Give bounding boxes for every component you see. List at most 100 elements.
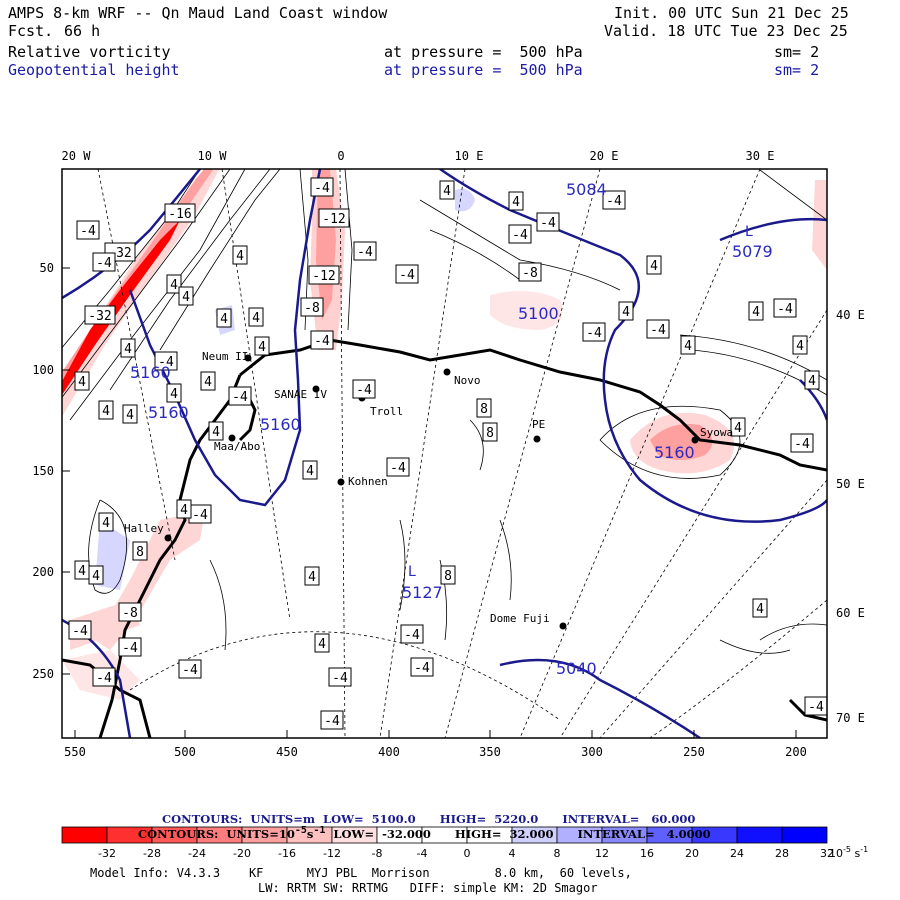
svg-text:-4: -4 — [314, 334, 330, 349]
vort-contour-low: LOW= -32.000 — [325, 826, 431, 841]
vorticity-label: -12 — [308, 265, 340, 285]
vorticity-label: -4 — [92, 667, 116, 687]
vort-contour-info: CONTOURS: UNITS=10 — [138, 826, 295, 841]
vorticity-label: 4 — [98, 512, 114, 532]
svg-text:4: 4 — [622, 305, 630, 320]
vorticity-label: 4 — [176, 499, 192, 519]
svg-text:-4: -4 — [182, 663, 198, 678]
lat-label: 70 E — [836, 711, 865, 725]
vorticity-label: -4 — [773, 298, 797, 318]
svg-text:-16: -16 — [168, 207, 191, 222]
vorticity-label: -4 — [154, 351, 178, 371]
vorticity-label: 4 — [248, 307, 264, 327]
colorbar-tick: -32 — [98, 847, 116, 860]
vorticity-label: -4 — [188, 504, 212, 524]
vorticity-label: -4 — [536, 212, 560, 232]
svg-text:-4: -4 — [390, 461, 406, 476]
svg-text:-4: -4 — [512, 228, 528, 243]
vorticity-label: -4 — [310, 330, 334, 350]
low-markers: LL — [408, 224, 753, 580]
svg-text:8: 8 — [480, 402, 488, 417]
vorticity-label: -16 — [164, 203, 196, 223]
vorticity-label: -4 — [790, 433, 814, 453]
svg-text:4: 4 — [182, 290, 190, 305]
y-tick: 50 — [40, 261, 54, 275]
svg-text:-4: -4 — [314, 181, 330, 196]
low-marker: L — [745, 224, 753, 240]
height-label: 5160 — [260, 415, 301, 434]
svg-text:4: 4 — [124, 342, 132, 357]
colorbar-tick: -4 — [417, 847, 428, 860]
height-label: 5079 — [732, 242, 773, 261]
forecast-hour: 66 h — [64, 22, 101, 40]
svg-text:-4: -4 — [399, 268, 415, 283]
svg-text:4: 4 — [308, 570, 316, 585]
svg-text:4: 4 — [78, 564, 86, 579]
svg-text:8: 8 — [136, 545, 144, 560]
svg-text:4: 4 — [756, 602, 764, 617]
vorticity-label: 4 — [166, 274, 182, 294]
svg-text:-4: -4 — [96, 256, 112, 271]
vorticity-label: 8 — [476, 398, 492, 418]
vorticity-label: 4 — [646, 255, 662, 275]
vorticity-label: 4 — [166, 383, 182, 403]
colorbar-tick: 4 — [509, 847, 516, 860]
vorticity-label: -32 — [84, 305, 116, 325]
colorbar-swatch — [781, 826, 828, 844]
svg-text:-12: -12 — [322, 212, 345, 227]
vorticity-label: 4 — [254, 336, 270, 356]
svg-text:4: 4 — [252, 311, 260, 326]
svg-text:8: 8 — [444, 569, 452, 584]
valid-time: Valid. 18 UTC Tue 23 Dec 25 — [604, 22, 848, 40]
y-tick: 150 — [32, 464, 54, 478]
colorbar: -32 -28 -24 -20 -16 -12 -8 -4 0 4 8 12 16 20 24 28 3210-… — [61, 826, 868, 860]
svg-text:4: 4 — [170, 387, 178, 402]
vorticity-label: -4 — [353, 241, 377, 261]
colorbar-tick: 24 — [730, 847, 744, 860]
vort-unit-exp2: -1 — [313, 825, 326, 836]
svg-text:-4: -4 — [606, 194, 622, 209]
field1-level: at pressure = 500 hPa — [384, 43, 583, 61]
svg-text:-32: -32 — [88, 309, 111, 324]
y-tick: 250 — [32, 667, 54, 681]
vorticity-label: 4 — [232, 245, 248, 265]
y-tick: 100 — [32, 363, 54, 377]
svg-text:-4: -4 — [808, 700, 824, 715]
height-label: 5100 — [518, 304, 559, 323]
forecast-label: Fcst. — [8, 22, 54, 40]
field1-smoothing: sm= 2 — [774, 43, 820, 61]
height-label: 5160 — [130, 363, 171, 382]
colorbar-tick: 28 — [775, 847, 789, 860]
svg-text:4: 4 — [126, 408, 134, 423]
vorticity-label: 4 — [216, 308, 232, 328]
graticule — [97, 169, 827, 738]
vorticity-label: 4 — [748, 301, 764, 321]
svg-text:4: 4 — [512, 195, 520, 210]
field2-name: Geopotential height — [8, 61, 180, 79]
vorticity-label: -4 — [646, 319, 670, 339]
station-label: Dome Fuji — [490, 612, 550, 625]
vorticity-label: -4 — [508, 224, 532, 244]
vorticity-label: 4 — [804, 370, 820, 390]
svg-text:-4: -4 — [72, 624, 88, 639]
svg-text:4: 4 — [78, 375, 86, 390]
vorticity-label: 4 — [792, 335, 808, 355]
svg-text:-4: -4 — [404, 628, 420, 643]
height-label: 5160 — [148, 403, 189, 422]
vorticity-label: 8 — [440, 565, 456, 585]
vorticity-label: 4 — [98, 400, 114, 420]
station-label: SANAE IV — [274, 388, 327, 401]
svg-text:4: 4 — [212, 425, 220, 440]
svg-text:4: 4 — [796, 339, 804, 354]
colorbar-tick: 32 — [820, 847, 834, 860]
vorticity-label: -4 — [328, 667, 352, 687]
svg-text:4: 4 — [752, 305, 760, 320]
vorticity-label: 4 — [439, 180, 455, 200]
colorbar-tick: -8 — [372, 847, 383, 860]
vorticity-label: 4 — [122, 404, 138, 424]
lat-label: 50 E — [836, 477, 865, 491]
station-label: Kohnen — [348, 475, 388, 488]
height-contour-interval: INTERVAL= 60.000 — [562, 812, 696, 826]
svg-text:-8: -8 — [522, 266, 538, 281]
